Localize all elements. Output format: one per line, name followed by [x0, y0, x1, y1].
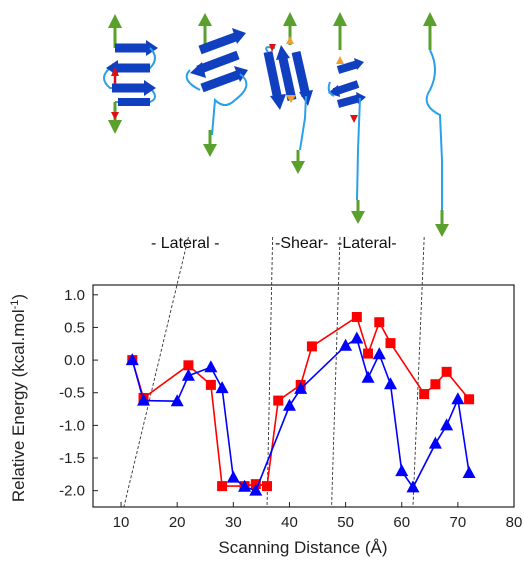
structure-4	[328, 12, 366, 224]
region-boundary-line	[332, 237, 340, 507]
data-point-triangle	[406, 480, 419, 492]
plot-frame	[93, 285, 514, 507]
data-point-square	[206, 380, 216, 390]
data-point-triangle	[171, 394, 184, 406]
data-point-triangle	[395, 464, 408, 476]
data-point-triangle	[429, 437, 442, 449]
data-point-square	[430, 379, 440, 389]
x-tick-label: 20	[169, 514, 186, 531]
y-axis-title-sup: -1	[9, 300, 21, 310]
data-point-triangle	[216, 381, 229, 393]
y-tick-label: -0.5	[59, 385, 85, 402]
x-tick-label: 70	[450, 514, 467, 531]
data-point-square	[419, 389, 429, 399]
region-boundaries	[124, 237, 424, 507]
series-line-2	[132, 339, 469, 491]
x-axis-title: Scanning Distance (Å)	[218, 538, 387, 557]
series-line-1	[132, 317, 469, 486]
x-tick-label: 30	[225, 514, 242, 531]
plot-area	[93, 285, 514, 507]
data-point-square	[273, 396, 283, 406]
structure-1	[104, 14, 158, 134]
data-point-square	[307, 341, 317, 351]
data-point-square	[464, 394, 474, 404]
y-tick-label: 0.0	[64, 352, 85, 369]
y-axis-title: Relative Energy (kcal.mol-1)	[9, 294, 28, 502]
y-axis-title-main: Relative Energy (kcal.mol	[9, 309, 28, 502]
region-label-shear: -Shear-	[275, 235, 328, 252]
data-point-triangle	[451, 392, 464, 404]
data-point-triangle	[362, 371, 375, 383]
x-tick-label: 60	[393, 514, 410, 531]
y-tick-label: -1.5	[59, 450, 85, 467]
x-tick-label: 50	[337, 514, 354, 531]
data-point-triangle	[384, 377, 397, 389]
protein-structure-illustrations	[104, 12, 449, 237]
series-layer	[126, 312, 476, 496]
x-tick-label: 10	[113, 514, 130, 531]
y-tick-label: 0.5	[64, 319, 85, 336]
region-label-lateral-2: -Lateral-	[337, 235, 397, 252]
data-point-triangle	[463, 466, 476, 478]
structure-5	[423, 12, 449, 237]
y-tick-label: -1.0	[59, 417, 85, 434]
x-tick-label: 80	[506, 514, 523, 531]
x-tick-label: 40	[281, 514, 298, 531]
data-point-triangle	[204, 360, 217, 372]
structure-3	[266, 12, 313, 174]
region-boundary-line	[413, 237, 424, 507]
data-point-square	[442, 367, 452, 377]
structure-2	[187, 13, 248, 157]
data-point-triangle	[339, 339, 352, 351]
data-point-square	[217, 481, 227, 491]
data-point-square	[386, 338, 396, 348]
y-tick-label: -2.0	[59, 483, 85, 500]
y-tick-label: 1.0	[64, 287, 85, 304]
y-axis-title-close: )	[9, 294, 28, 300]
data-point-triangle	[440, 418, 453, 430]
data-point-square	[374, 317, 384, 327]
data-point-square	[352, 312, 362, 322]
data-point-square	[262, 481, 272, 491]
data-point-triangle	[373, 347, 386, 359]
data-point-triangle	[283, 399, 296, 411]
data-point-square	[363, 349, 373, 359]
data-point-triangle	[227, 471, 240, 483]
